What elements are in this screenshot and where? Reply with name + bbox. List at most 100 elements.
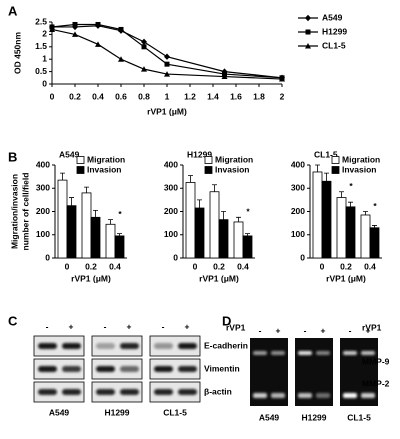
legend-label: Migration bbox=[215, 154, 253, 164]
panel-label: A bbox=[8, 3, 18, 18]
treatment-label: rVP1 bbox=[226, 322, 246, 332]
marker bbox=[279, 76, 285, 82]
y-tick-label: 2.5 bbox=[35, 16, 47, 26]
legend-label: Migration bbox=[87, 154, 125, 164]
band bbox=[361, 393, 375, 398]
x-axis-title: rVP1 (μM) bbox=[199, 273, 239, 283]
legend-label: Invasion bbox=[87, 164, 121, 174]
legend-label: Migration bbox=[342, 154, 380, 164]
legend-marker bbox=[305, 14, 311, 22]
band bbox=[271, 351, 285, 355]
blot-frame bbox=[33, 335, 85, 357]
band bbox=[298, 351, 312, 355]
bar bbox=[66, 205, 77, 259]
error-bar bbox=[324, 172, 329, 182]
y-tick-label: 0.5 bbox=[35, 66, 47, 76]
x-tick-label: 0 bbox=[50, 91, 55, 101]
blot-frame bbox=[149, 335, 201, 357]
marker bbox=[305, 14, 311, 22]
band bbox=[253, 393, 267, 398]
legend-label: A549 bbox=[322, 12, 343, 22]
marker bbox=[118, 56, 124, 62]
error-bar bbox=[117, 233, 122, 236]
marker bbox=[141, 66, 147, 72]
y-tick-label: 0 bbox=[300, 252, 305, 262]
chart-title: A549 bbox=[59, 149, 80, 159]
y-tick-label: 100 bbox=[291, 229, 305, 239]
blot-frame bbox=[91, 381, 143, 403]
error-bar bbox=[315, 164, 320, 172]
significance: * bbox=[246, 207, 250, 217]
band bbox=[178, 343, 197, 349]
sign: - bbox=[349, 325, 352, 335]
bar bbox=[105, 223, 116, 259]
y-axis-title: Migration/invasion bbox=[9, 174, 19, 249]
legend-swatch bbox=[76, 166, 85, 174]
sign: + bbox=[185, 321, 190, 331]
error-bar bbox=[236, 216, 241, 222]
band bbox=[343, 351, 357, 355]
marker bbox=[95, 21, 101, 27]
x-tick-label: 1.8 bbox=[253, 91, 265, 101]
band bbox=[62, 389, 81, 395]
bar bbox=[57, 179, 68, 259]
blot-frame bbox=[149, 358, 201, 380]
sign: - bbox=[46, 321, 49, 331]
band bbox=[253, 351, 267, 355]
significance: * bbox=[118, 209, 122, 219]
error-bar bbox=[348, 201, 353, 207]
blot-frame bbox=[33, 381, 85, 403]
y-tick-label: 1 bbox=[42, 53, 47, 63]
error-bar bbox=[93, 209, 98, 218]
bar bbox=[90, 216, 101, 259]
y-axis-title: OD 450nm bbox=[12, 32, 22, 74]
marker bbox=[164, 53, 170, 60]
bar bbox=[242, 235, 253, 259]
x-tick-label: 0 bbox=[193, 261, 198, 271]
band bbox=[316, 351, 330, 355]
x-tick-label: 0.8 bbox=[138, 91, 150, 101]
band bbox=[154, 389, 173, 395]
y-tick-label: 100 bbox=[164, 229, 178, 239]
blot-frame bbox=[91, 335, 143, 357]
x-tick-label: 1.6 bbox=[230, 91, 242, 101]
marker bbox=[164, 71, 170, 77]
bar bbox=[369, 227, 380, 259]
x-tick-label: 0.2 bbox=[85, 261, 97, 271]
band bbox=[38, 389, 57, 395]
band bbox=[120, 343, 139, 349]
band bbox=[154, 343, 173, 349]
marker bbox=[221, 73, 228, 80]
x-tick-label: 2 bbox=[280, 91, 285, 101]
y-tick-label: 0 bbox=[42, 78, 47, 88]
marker bbox=[72, 31, 78, 37]
series-line bbox=[52, 25, 283, 79]
x-tick-label: 0 bbox=[320, 261, 325, 271]
y-tick-label: 2 bbox=[42, 29, 47, 39]
legend-swatch bbox=[76, 156, 85, 164]
legend-label: CL1-5 bbox=[322, 40, 346, 50]
band bbox=[120, 389, 139, 395]
x-axis-title: rVP1 (μM) bbox=[147, 106, 187, 116]
y-tick-label: 400 bbox=[164, 159, 178, 169]
series-line bbox=[51, 23, 283, 79]
error-bar bbox=[221, 211, 226, 220]
cell-line: CL1-5 bbox=[163, 407, 187, 417]
band bbox=[178, 366, 197, 372]
cell-line: H1299 bbox=[104, 407, 129, 417]
error-bar bbox=[245, 233, 250, 236]
x-tick-label: 1 bbox=[165, 91, 170, 101]
error-bar bbox=[188, 175, 193, 183]
cell-line: A549 bbox=[49, 407, 70, 417]
treatment-label: rVP1 bbox=[362, 322, 382, 332]
panel-label: B bbox=[8, 149, 17, 164]
marker bbox=[305, 43, 311, 49]
bar bbox=[233, 221, 244, 259]
band bbox=[62, 366, 81, 372]
legend-marker bbox=[305, 43, 311, 49]
bar bbox=[209, 191, 220, 259]
sign: + bbox=[69, 321, 74, 331]
y-tick-label: 100 bbox=[36, 229, 50, 239]
sign: + bbox=[127, 321, 132, 331]
